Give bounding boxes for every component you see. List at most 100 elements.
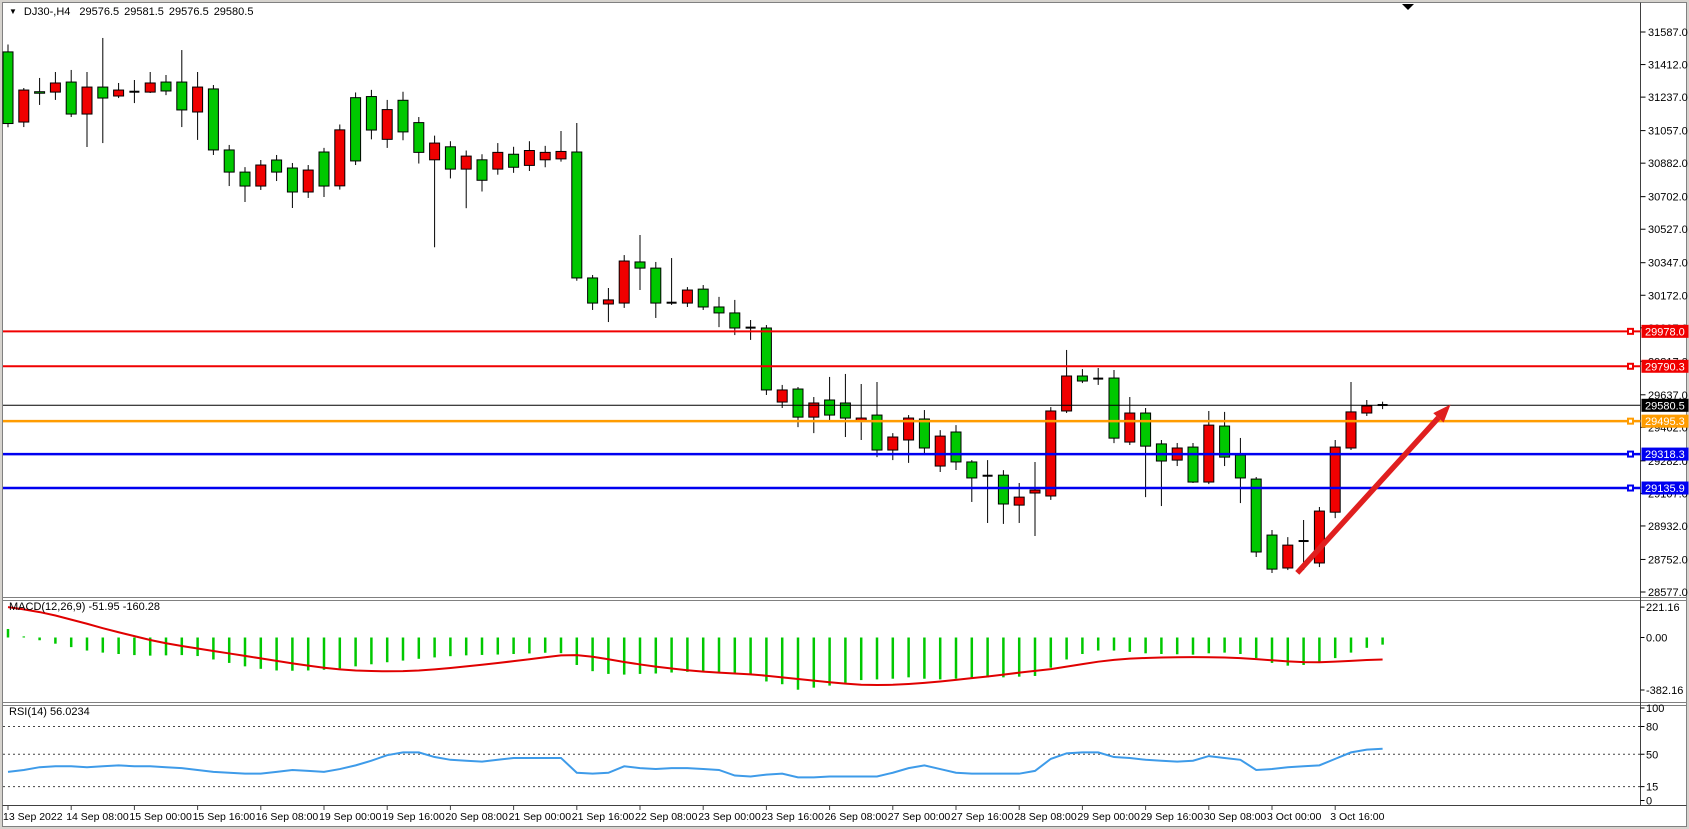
time-label: 21 Sep 00:00 [509, 811, 572, 823]
time-label: 23 Sep 16:00 [761, 811, 824, 823]
candle [824, 376, 836, 421]
price-tick-label: 31587.0 [1648, 27, 1688, 39]
macd-signal-line [7, 606, 1383, 687]
price-label-text: 29495.3 [1645, 416, 1685, 428]
price-label-text: 29318.3 [1645, 449, 1685, 461]
rsi-pane [3, 726, 1641, 788]
time-axis[interactable]: 13 Sep 2022 14 Sep 08:00 15 Sep 00:00 15 Se… [3, 805, 1385, 824]
candle [587, 274, 599, 310]
candle [113, 82, 125, 99]
price-tick-label: 30347.0 [1648, 258, 1688, 270]
candle [129, 80, 140, 104]
price-axis[interactable]: 31587.0 31412.0 31237.0 31057.0 30882.0 30702… [1640, 27, 1689, 808]
candle [1282, 537, 1294, 571]
price-tick-label: 30882.0 [1648, 158, 1688, 170]
time-label: 26 Sep 08:00 [825, 811, 888, 823]
candle [697, 285, 709, 310]
symbol-header: ▼ DJ30-,H4 29576.5 29581.5 29576.5 29580.5 [9, 6, 258, 18]
candle [444, 141, 456, 179]
candle [666, 258, 677, 305]
macd-tick-label: 221.16 [1646, 602, 1680, 614]
price-tick-label: 28932.0 [1648, 521, 1688, 533]
time-label: 29 Sep 00:00 [1077, 811, 1140, 823]
time-label: 23 Sep 00:00 [698, 811, 761, 823]
symbol-dropdown-icon[interactable]: ▼ [9, 7, 17, 16]
candle [950, 425, 962, 470]
time-label: 3 Oct 00:00 [1267, 811, 1321, 823]
price-tick-label: 29637.0 [1648, 390, 1688, 402]
candle [808, 397, 820, 434]
candle [223, 144, 235, 187]
candle [160, 74, 172, 96]
candles-layer [2, 37, 1388, 574]
candle [1187, 442, 1199, 483]
candle [49, 72, 61, 100]
macd-indicator-label: MACD(12,26,9) -51.95 -160.28 [9, 601, 161, 613]
candle [760, 325, 772, 395]
candle [966, 460, 978, 502]
time-label: 19 Sep 00:00 [319, 811, 382, 823]
trend-arrow-line[interactable] [1295, 415, 1441, 575]
candle [397, 91, 409, 141]
candle [302, 165, 314, 198]
candle [713, 296, 725, 328]
price-label-box [1641, 414, 1689, 428]
candle [508, 146, 520, 173]
candle [1361, 400, 1373, 416]
time-label: 14 Sep 08:00 [66, 811, 129, 823]
candle [365, 89, 377, 140]
candle [745, 320, 756, 340]
candle [97, 37, 109, 144]
candle [1155, 440, 1167, 507]
candle [650, 261, 662, 318]
time-label: 13 Sep 2022 [3, 811, 63, 823]
candle [207, 85, 219, 155]
candle [2, 44, 14, 128]
candle [271, 154, 283, 182]
candle [255, 160, 267, 190]
candle [1093, 368, 1104, 385]
price-label-box [1641, 359, 1689, 373]
price-label-text: 29790.3 [1645, 361, 1685, 373]
candle [1013, 482, 1025, 523]
time-label: 3 Oct 16:00 [1330, 811, 1384, 823]
rsi-tick-label: 100 [1646, 703, 1664, 715]
candle [492, 143, 504, 175]
candle [460, 150, 472, 209]
price-tick-label: 31412.0 [1648, 60, 1688, 72]
candle [1266, 530, 1278, 574]
candle [1029, 461, 1041, 536]
chart-shift-marker-icon[interactable] [1402, 4, 1414, 10]
candle [997, 470, 1009, 524]
time-label: 27 Sep 00:00 [888, 811, 951, 823]
price-label-text: 29135.9 [1645, 483, 1685, 495]
candle [1298, 520, 1309, 571]
macd-tick-label: -382.16 [1646, 685, 1683, 697]
candle [681, 287, 693, 307]
candle [1061, 349, 1073, 414]
price-tick-label: 31057.0 [1648, 126, 1688, 138]
candle [350, 92, 362, 166]
macd-pane [6, 606, 1384, 690]
hlines-layer[interactable] [3, 327, 1641, 492]
candle [618, 255, 630, 308]
ohlc-open: 29576.5 [79, 6, 120, 18]
candle [871, 381, 883, 458]
price-tick-label: 30527.0 [1648, 224, 1688, 236]
time-label: 20 Sep 08:00 [445, 811, 508, 823]
trend-arrow[interactable] [1295, 404, 1451, 575]
trend-arrow-head [1433, 404, 1451, 423]
rsi-tick-label: 50 [1646, 749, 1658, 761]
candle [34, 77, 46, 105]
ohlc-low: 29576.5 [168, 6, 209, 18]
candle [555, 130, 567, 162]
time-label: 22 Sep 08:00 [635, 811, 698, 823]
candle [239, 167, 251, 203]
price-tick-label: 30702.0 [1648, 192, 1688, 204]
candle [1250, 477, 1262, 558]
rsi-indicator-label: RSI(14) 56.0234 [9, 706, 90, 718]
candle [1329, 440, 1341, 519]
price-label-box [1641, 324, 1689, 338]
